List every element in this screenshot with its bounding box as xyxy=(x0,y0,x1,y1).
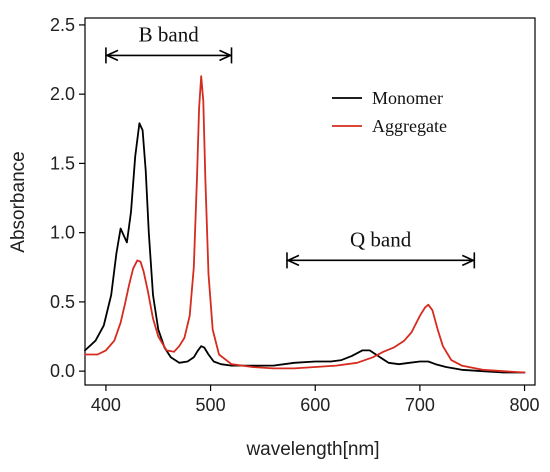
legend-entry: Monomer xyxy=(332,88,443,108)
band-arrowhead-left xyxy=(104,49,119,62)
y-tick-label: 0.5 xyxy=(50,292,75,312)
plot-frame xyxy=(84,17,536,386)
x-axis-title: wavelength[nm] xyxy=(245,439,379,460)
x-tick-label: 700 xyxy=(405,395,435,415)
series-line-monomer xyxy=(84,122,526,374)
series-line-aggregate xyxy=(84,75,526,374)
legend-label: Monomer xyxy=(372,88,443,108)
y-tick-label: 2.0 xyxy=(50,84,75,104)
x-tick-label: 500 xyxy=(196,395,226,415)
band-arrowhead-right xyxy=(461,254,476,267)
band-annotation: Q band xyxy=(286,227,476,269)
legend-label: Aggregate xyxy=(372,116,447,136)
y-tick-label: 1.0 xyxy=(50,223,75,243)
y-tick-label: 1.5 xyxy=(50,153,75,173)
band-arrowhead-right xyxy=(219,49,233,62)
legend-entry: Aggregate xyxy=(332,116,447,136)
y-tick-label: 0.0 xyxy=(50,361,75,381)
y-tick-label: 2.5 xyxy=(50,15,75,35)
x-tick-label: 800 xyxy=(510,395,540,415)
band-label: Q band xyxy=(350,227,412,251)
band-arrowhead-left xyxy=(286,254,300,267)
x-tick-label: 600 xyxy=(300,395,330,415)
band-label: B band xyxy=(139,22,200,46)
y-axis-title: Absorbance xyxy=(8,151,29,252)
band-annotation: B band xyxy=(104,22,233,64)
x-tick-label: 400 xyxy=(91,395,121,415)
